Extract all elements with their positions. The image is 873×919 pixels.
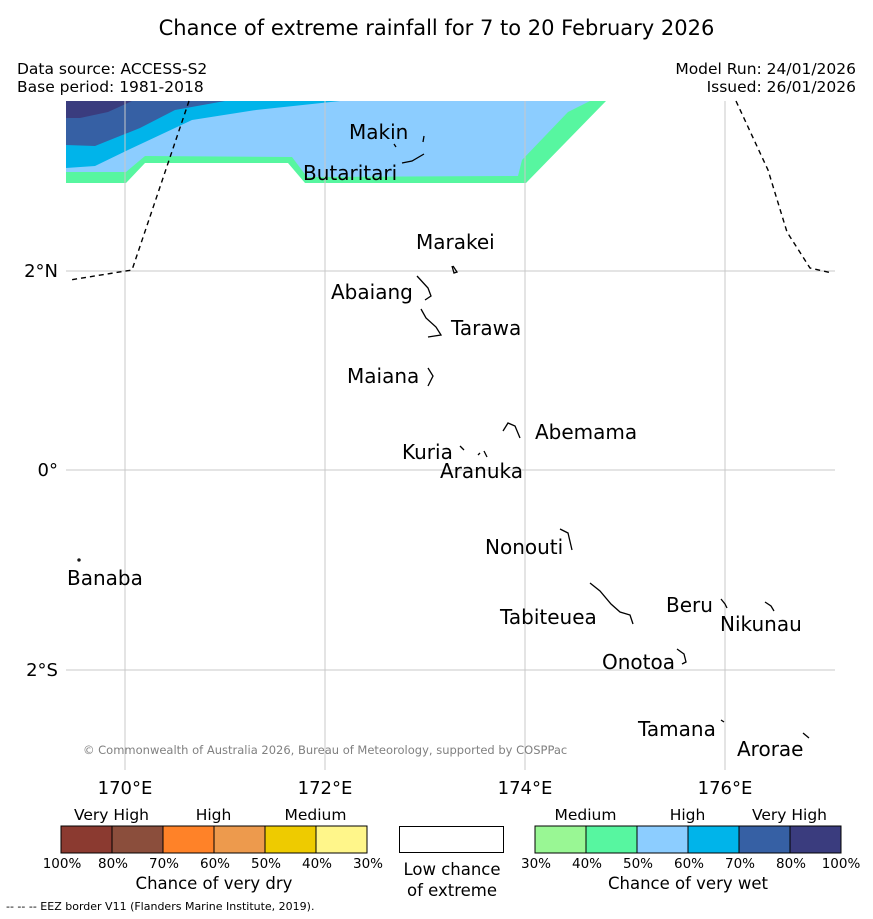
wet-cat-high: High bbox=[669, 806, 706, 824]
low-chance-line2: of extreme bbox=[406, 881, 498, 900]
y-tick-2n: 2°N bbox=[24, 261, 58, 282]
place-label-makin: Makin bbox=[349, 120, 408, 144]
island-kuria bbox=[459, 445, 465, 451]
page-title: Chance of extreme rainfall for 7 to 20 F… bbox=[158, 16, 715, 40]
wet-zone-80-100 bbox=[66, 101, 132, 118]
island-arorae bbox=[802, 732, 810, 739]
wet-swatch-70-80 bbox=[739, 826, 790, 853]
copyright-notice: © Commonwealth of Australia 2026, Bureau… bbox=[83, 743, 567, 757]
island-nonouti bbox=[559, 528, 573, 551]
island-tamana bbox=[720, 719, 725, 723]
wet-tick-70: 70% bbox=[724, 856, 755, 872]
eez-footnote: -- -- -- EEZ border V11 (Flanders Marine… bbox=[6, 900, 315, 913]
place-label-marakei: Marakei bbox=[416, 230, 495, 254]
wet-zone-50-60 bbox=[66, 101, 590, 177]
wet-colorbar bbox=[534, 825, 842, 854]
data-source: Data source: ACCESS-S2 bbox=[17, 60, 208, 78]
dry-caption: Chance of very dry bbox=[135, 874, 293, 893]
x-tick-172: 172°E bbox=[298, 778, 353, 799]
place-labels: Makin Butaritari Marakei Abaiang Tarawa … bbox=[67, 120, 803, 761]
meta-right: Model Run: 24/01/2026 Issued: 26/01/2026 bbox=[675, 60, 856, 96]
wet-tick-80: 80% bbox=[775, 856, 806, 872]
island-outlines bbox=[77, 135, 810, 739]
place-label-tarawa: Tarawa bbox=[450, 316, 521, 340]
place-label-abemama: Abemama bbox=[535, 420, 637, 444]
wet-tick-30: 30% bbox=[520, 856, 551, 872]
dry-cat-high: High bbox=[195, 806, 232, 824]
island-nikunau bbox=[764, 601, 775, 612]
x-tick-176: 176°E bbox=[698, 778, 753, 799]
wet-caption: Chance of very wet bbox=[608, 874, 768, 893]
gridlines bbox=[66, 101, 835, 770]
wet-swatch-50-60 bbox=[637, 826, 688, 853]
island-abemama bbox=[502, 422, 521, 439]
wet-swatch-80-100 bbox=[790, 826, 841, 853]
place-label-banaba: Banaba bbox=[67, 566, 143, 590]
island-tabiteuea bbox=[589, 582, 634, 625]
dry-swatch-60-70 bbox=[163, 826, 214, 853]
place-label-nikunau: Nikunau bbox=[720, 612, 802, 636]
island-banaba bbox=[77, 558, 81, 562]
place-label-aranuka: Aranuka bbox=[440, 459, 523, 483]
island-aranuka bbox=[477, 450, 488, 458]
wet-swatch-40-50 bbox=[586, 826, 637, 853]
dry-tick-30: 30% bbox=[352, 856, 383, 872]
low-chance-label: Low chance of extreme bbox=[386, 859, 518, 901]
place-label-beru: Beru bbox=[666, 593, 713, 617]
place-label-kuria: Kuria bbox=[402, 440, 453, 464]
low-chance-line1: Low chance bbox=[403, 860, 501, 879]
island-beru bbox=[720, 598, 728, 609]
place-label-onotoa: Onotoa bbox=[602, 650, 675, 674]
island-tarawa bbox=[420, 308, 443, 338]
island-onotoa bbox=[676, 648, 687, 665]
place-label-tamana: Tamana bbox=[637, 717, 716, 741]
dry-swatch-30-40 bbox=[316, 826, 367, 853]
island-marakei bbox=[451, 265, 459, 274]
dry-cat-very-high: Very High bbox=[73, 806, 150, 824]
dry-tick-80: 80% bbox=[97, 856, 128, 872]
wet-swatch-60-70 bbox=[688, 826, 739, 853]
island-maiana bbox=[427, 367, 434, 387]
wet-chance-shading bbox=[66, 101, 606, 183]
x-tick-170: 170°E bbox=[98, 778, 153, 799]
place-label-maiana: Maiana bbox=[347, 364, 419, 388]
dry-cat-medium: Medium bbox=[284, 806, 347, 824]
dry-tick-70: 70% bbox=[148, 856, 179, 872]
place-label-tabiteuea: Tabiteuea bbox=[499, 605, 597, 629]
model-run: Model Run: 24/01/2026 bbox=[675, 60, 856, 78]
island-abaiang bbox=[416, 275, 432, 301]
dry-swatch-40-50 bbox=[265, 826, 316, 853]
dry-tick-60: 60% bbox=[199, 856, 230, 872]
dry-colorbar bbox=[60, 825, 368, 854]
wet-tick-60: 60% bbox=[673, 856, 704, 872]
eez-border bbox=[69, 100, 833, 281]
issued-date: Issued: 26/01/2026 bbox=[706, 78, 856, 96]
wet-swatch-30-40 bbox=[535, 826, 586, 853]
place-label-abaiang: Abaiang bbox=[331, 280, 413, 304]
dry-swatch-70-80 bbox=[112, 826, 163, 853]
wet-cat-very-high: Very High bbox=[751, 806, 828, 824]
place-label-nonouti: Nonouti bbox=[485, 535, 563, 559]
dry-tick-50: 50% bbox=[250, 856, 281, 872]
axis-labels: 170°E 172°E 174°E 176°E 2°N 0° 2°S bbox=[24, 261, 752, 799]
base-period: Base period: 1981-2018 bbox=[17, 78, 204, 96]
place-label-butaritari: Butaritari bbox=[303, 161, 397, 185]
wet-cat-medium: Medium bbox=[554, 806, 617, 824]
low-chance-swatch bbox=[399, 826, 504, 853]
island-butaritari bbox=[393, 143, 425, 164]
dry-tick-100: 100% bbox=[42, 856, 82, 872]
y-tick-2s: 2°S bbox=[26, 660, 58, 681]
place-label-arorae: Arorae bbox=[737, 737, 803, 761]
island-makin bbox=[422, 135, 425, 143]
dry-tick-40: 40% bbox=[301, 856, 332, 872]
wet-tick-50: 50% bbox=[622, 856, 653, 872]
wet-tick-40: 40% bbox=[571, 856, 602, 872]
meta-left: Data source: ACCESS-S2 Base period: 1981… bbox=[17, 60, 207, 96]
dry-swatch-80-100 bbox=[61, 826, 112, 853]
wet-tick-100: 100% bbox=[821, 856, 861, 872]
y-tick-0: 0° bbox=[38, 460, 58, 481]
dry-swatch-50-60 bbox=[214, 826, 265, 853]
x-tick-174: 174°E bbox=[498, 778, 553, 799]
